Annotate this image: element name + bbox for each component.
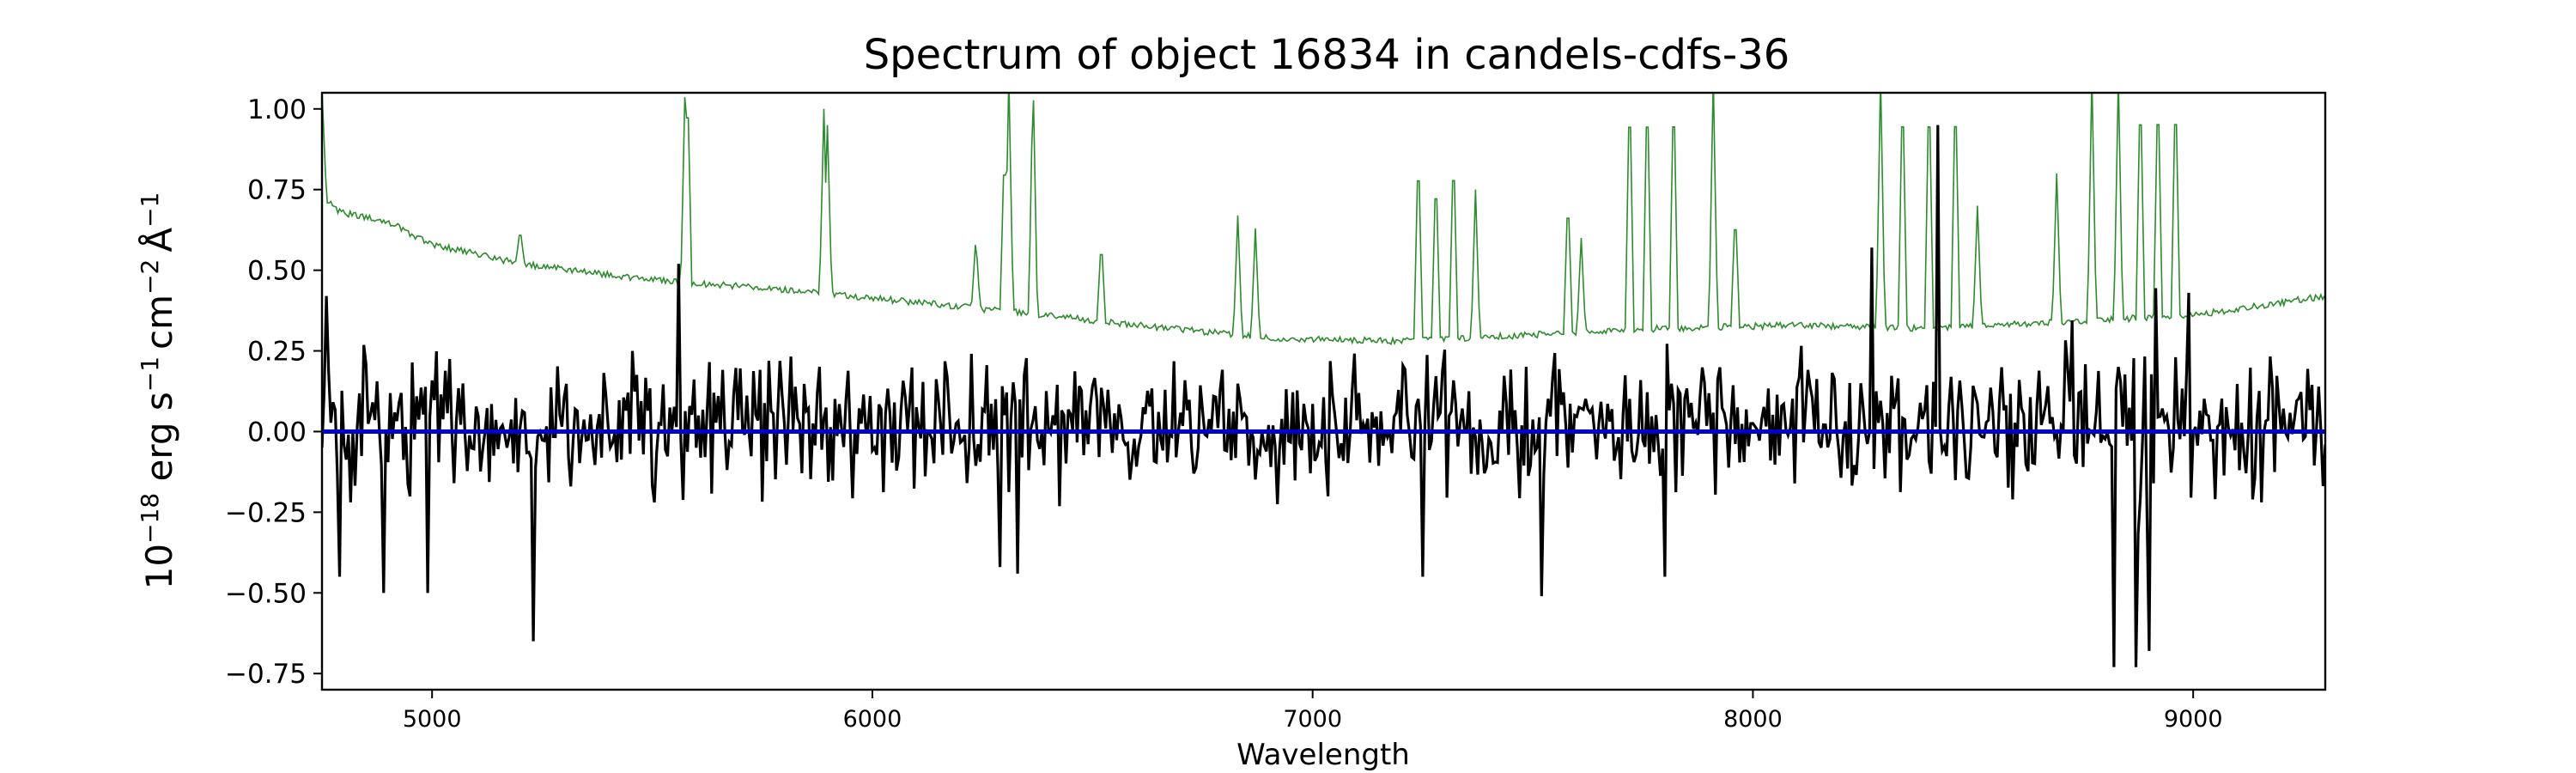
y-label-exp1: −18: [136, 493, 164, 544]
x-tick-label: 9000: [2164, 706, 2223, 733]
x-tick-label: 8000: [1723, 706, 1783, 733]
y-label-erg: erg s: [138, 392, 180, 493]
y-tick-label: 0.50: [247, 256, 307, 287]
y-label-exp4: −1: [136, 192, 164, 228]
y-axis-label: 10−18 erg s−1cm−2Å−1: [136, 192, 180, 590]
y-label-ang: Å: [137, 228, 180, 253]
flux-spectrum-line: [322, 125, 2325, 667]
x-tick-label: 5000: [403, 706, 462, 733]
error-spectrum-line: [322, 93, 2325, 346]
chart-title: Spectrum of object 16834 in candels-cdfs…: [864, 31, 1790, 79]
y-tick-label: 0.75: [247, 175, 307, 206]
y-label-base: 10: [138, 544, 180, 589]
x-axis-label: Wavelength: [1236, 738, 1410, 772]
y-tick-label: 0.25: [247, 337, 307, 368]
y-label-exp2: −1: [136, 356, 164, 392]
y-tick-label: −0.75: [225, 659, 307, 690]
x-tick-label: 6000: [843, 706, 902, 733]
y-axis: −0.75 −0.50 −0.25 0.00 0.25 0.50 0.75 1.00: [225, 94, 322, 690]
y-tick-label: 0.00: [247, 417, 307, 447]
y-tick-label: 1.00: [247, 94, 307, 125]
y-label-cm: cm: [138, 295, 180, 350]
plot-frame: [320, 91, 2327, 691]
y-label-exp3: −2: [136, 259, 164, 295]
y-tick-label: −0.50: [225, 578, 307, 609]
x-tick-label: 7000: [1283, 706, 1342, 733]
y-tick-label: −0.25: [225, 497, 307, 528]
x-axis: 5000 6000 7000 8000 9000: [403, 690, 2223, 733]
plot-area: [322, 93, 2325, 667]
